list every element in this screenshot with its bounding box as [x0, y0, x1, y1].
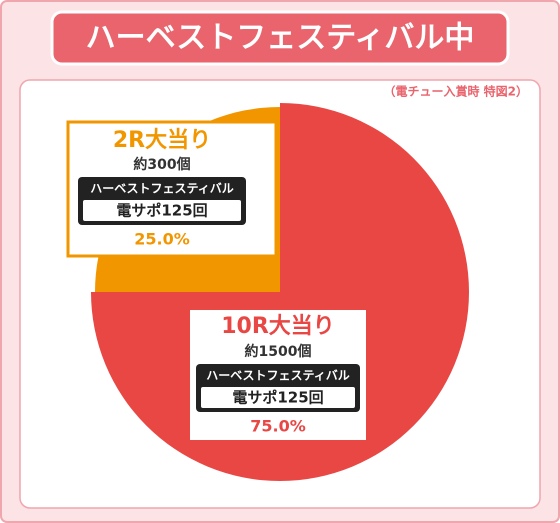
- label-box: 10R大当り 約1500個 ハーベストフェスティバル 電サポ125回 75.0%: [190, 310, 366, 440]
- mode: ハーベストフェスティバル: [206, 369, 350, 383]
- support: 電サポ125回: [232, 389, 323, 407]
- payout: 約300個: [133, 156, 190, 173]
- support-box: [201, 387, 355, 408]
- subtitle: （電チュー入賞時 特図2）: [383, 84, 528, 99]
- mode: ハーベストフェスティバル: [90, 182, 234, 196]
- value-label: 25.0%: [134, 230, 190, 249]
- category-label: 2R大当り: [113, 128, 211, 153]
- support: 電サポ125回: [116, 202, 207, 220]
- title-banner: [50, 10, 510, 66]
- payout: 約1500個: [245, 343, 312, 360]
- category-label: 10R大当り: [221, 314, 335, 339]
- value-label: 75.0%: [250, 417, 306, 436]
- chart-title: ハーベストフェスティバル中: [86, 21, 475, 56]
- support-box: [83, 200, 241, 221]
- label-box: 2R大当り 約300個 ハーベストフェスティバル 電サポ125回 25.0%: [66, 120, 278, 258]
